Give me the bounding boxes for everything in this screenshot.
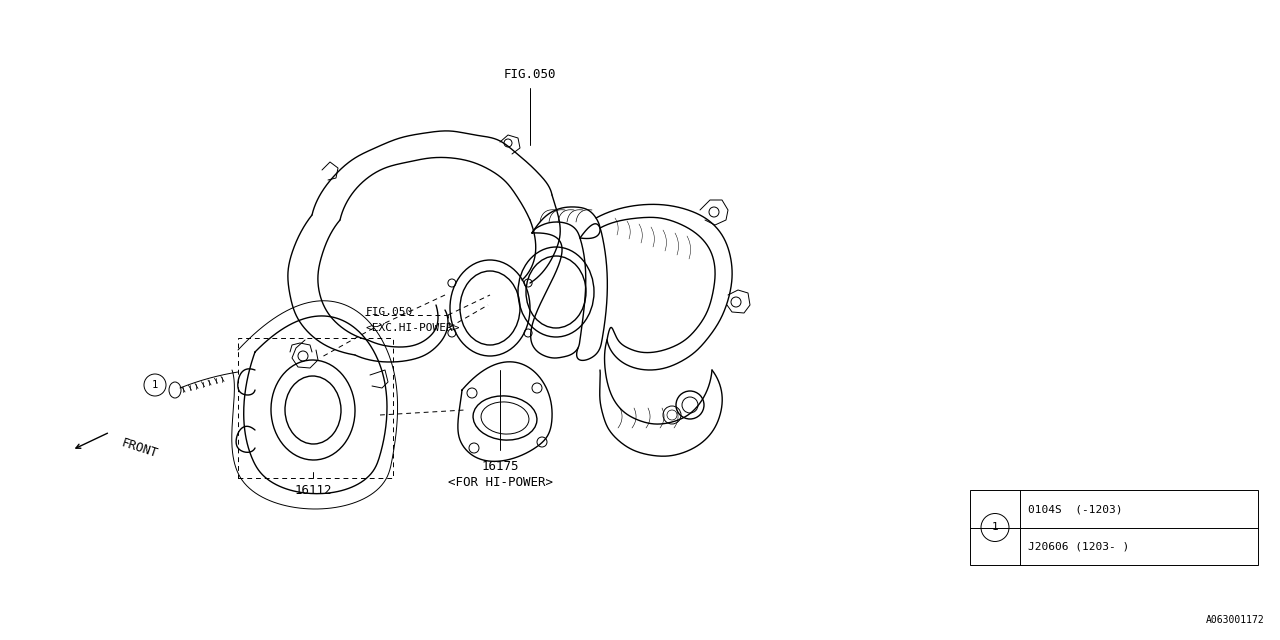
Text: FIG.050: FIG.050 <box>504 68 557 81</box>
Text: 16175: 16175 <box>481 460 518 472</box>
Text: FIG.050: FIG.050 <box>366 307 413 317</box>
Text: A063001172: A063001172 <box>1206 615 1265 625</box>
Text: J20606 (1203- ): J20606 (1203- ) <box>1028 541 1129 552</box>
Text: 1: 1 <box>152 380 159 390</box>
Text: <EXC.HI-POWER>: <EXC.HI-POWER> <box>366 323 461 333</box>
Text: 1: 1 <box>992 522 998 532</box>
Bar <box>970 490 1258 565</box>
Text: 0104S  (-1203): 0104S (-1203) <box>1028 504 1123 514</box>
Text: <FOR HI-POWER>: <FOR HI-POWER> <box>448 476 553 488</box>
Bar <box>238 338 393 478</box>
Text: FRONT: FRONT <box>120 436 160 460</box>
Text: 16112: 16112 <box>294 483 332 497</box>
